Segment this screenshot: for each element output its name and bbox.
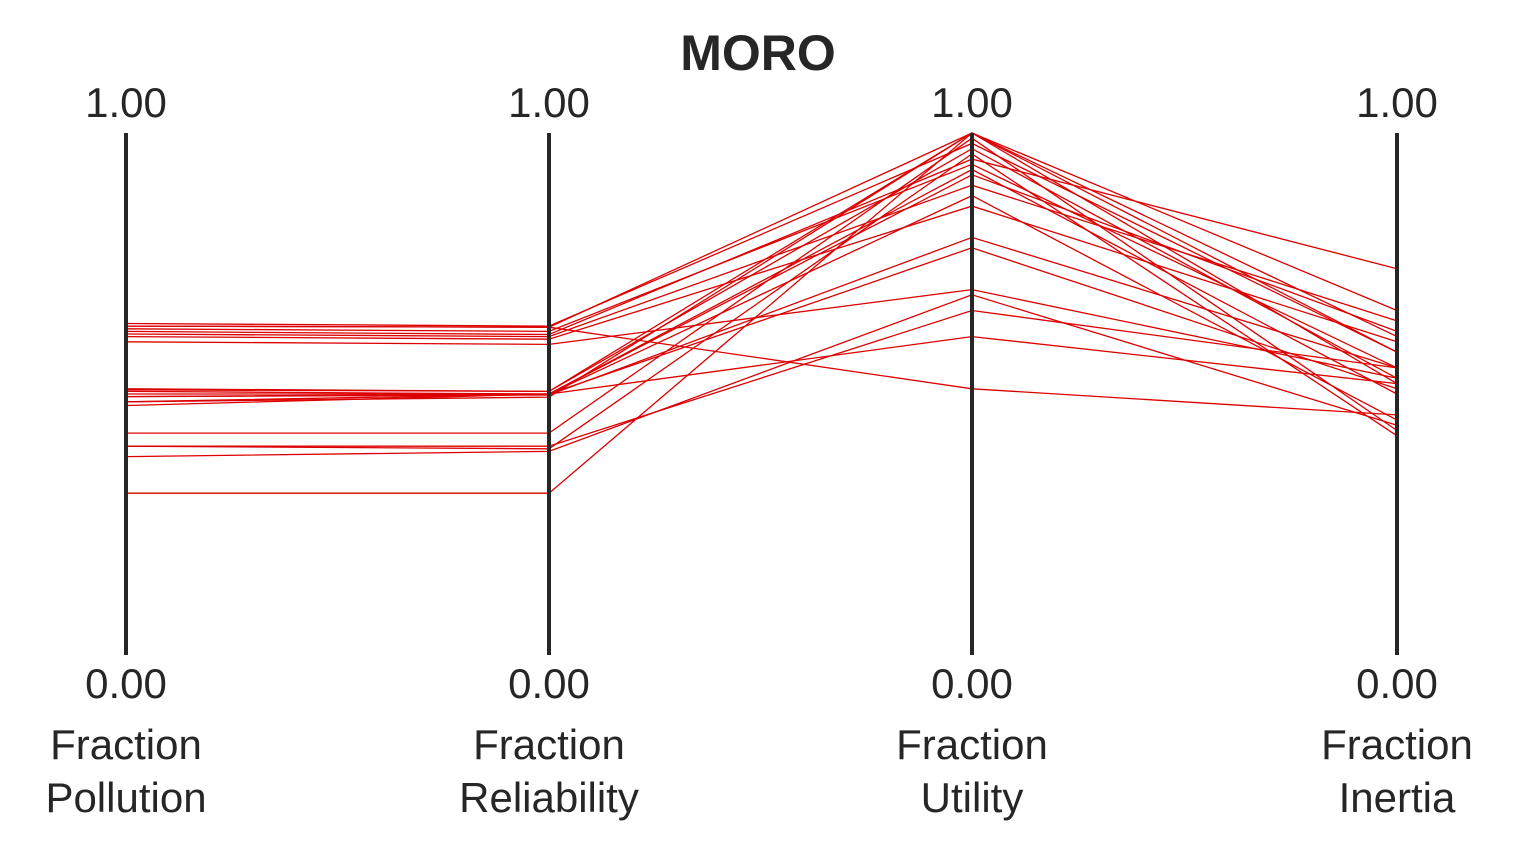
series-line-18 xyxy=(125,168,1398,395)
series-line-5 xyxy=(125,288,1398,379)
series-line-8 xyxy=(126,174,1398,395)
axis-max-label-2: 1.00 xyxy=(508,79,590,126)
series-line-13 xyxy=(125,153,1398,450)
series-line-12 xyxy=(126,137,1398,434)
axes-group: 1.00 0.00 Fraction Pollution 1.00 0.00 Fractio… xyxy=(45,79,1472,821)
axis-max-label-3: 1.00 xyxy=(931,79,1013,126)
series-line-2 xyxy=(125,163,1398,369)
axis-label-1-line-2: Pollution xyxy=(45,774,206,821)
axis-label-2-line-1: Fraction xyxy=(473,721,625,768)
series-line-14 xyxy=(125,294,1398,458)
axis-label-2-line-2: Reliability xyxy=(459,774,639,821)
series-line-17 xyxy=(125,158,1398,336)
axis-min-label-3: 0.00 xyxy=(931,660,1013,707)
series-line-15 xyxy=(126,132,1398,494)
axis-min-label-4: 0.00 xyxy=(1356,660,1438,707)
axis-label-1-line-1: Fraction xyxy=(50,721,202,768)
series-line-21 xyxy=(125,132,1398,403)
series-line-20 xyxy=(125,325,1398,416)
series-line-19 xyxy=(126,309,1398,447)
series-line-4 xyxy=(125,205,1398,343)
axis-max-label-1: 1.00 xyxy=(85,79,167,126)
series-line-7 xyxy=(125,147,1398,393)
series-line-10 xyxy=(125,247,1398,403)
axis-label-4-line-2: Inertia xyxy=(1339,774,1456,821)
chart-title: MORO xyxy=(680,25,836,81)
axis-label-3-line-1: Fraction xyxy=(896,721,1048,768)
series-line-22 xyxy=(125,236,1398,398)
axis-max-label-4: 1.00 xyxy=(1356,79,1438,126)
series-lines xyxy=(125,132,1398,494)
axis-label-4-line-1: Fraction xyxy=(1321,721,1473,768)
series-line-6 xyxy=(125,132,1398,393)
axis-min-label-2: 0.00 xyxy=(508,660,590,707)
series-line-1 xyxy=(125,142,1398,353)
axis-min-label-1: 0.00 xyxy=(85,660,167,707)
axis-label-3-line-2: Utility xyxy=(921,774,1024,821)
